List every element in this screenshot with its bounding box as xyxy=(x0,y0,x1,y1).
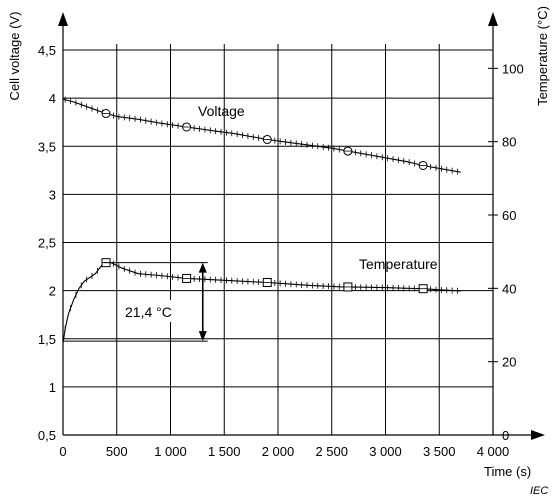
y-right-tick-label: 20 xyxy=(502,355,516,370)
temperature-rise-label: 21,4 °C xyxy=(125,304,172,320)
y-left-tick-label: 4 xyxy=(49,91,56,106)
x-axis-label: Time (s) xyxy=(484,464,531,479)
temperature-rise-arrow-head-up xyxy=(198,262,207,273)
x-tick-label: 1 500 xyxy=(208,444,241,459)
y-left-tick-label: 1 xyxy=(49,380,56,395)
series xyxy=(62,96,461,344)
iec-label: IEC xyxy=(530,485,548,497)
y-right-tick-label: 80 xyxy=(502,135,516,150)
x-tick-label: 500 xyxy=(106,444,128,459)
x-tick-label: 0 xyxy=(59,444,66,459)
y-left-tick-label: 1,5 xyxy=(38,332,56,347)
x-tick-label: 1 000 xyxy=(154,444,187,459)
y-right-tick-label: 0 xyxy=(502,428,509,443)
x-tick-label: 3 500 xyxy=(423,444,456,459)
y-left-tick-label: 3,5 xyxy=(38,139,56,154)
temperature-series-label: Temperature xyxy=(359,256,438,272)
y-left-tick-label: 2 xyxy=(49,284,56,299)
temperature-rise-arrow-head-down xyxy=(198,331,207,342)
ticks: 0 500 1 000 1 500 2 000 2 500 3 000 3 500 4 0000… xyxy=(38,43,524,459)
y-left-tick-label: 3 xyxy=(49,187,56,202)
axes xyxy=(58,12,545,440)
y-left-tick-label: 2,5 xyxy=(38,236,56,251)
y-right-tick-label: 100 xyxy=(502,61,524,76)
y-right-axis-arrow xyxy=(488,12,498,26)
annotations xyxy=(63,262,208,342)
y-right-axis-label: Temperature (°C) xyxy=(535,6,550,106)
x-axis-arrow xyxy=(531,430,545,440)
voltage-line xyxy=(62,98,461,173)
grid xyxy=(63,44,493,435)
temperature-rise-label-bg xyxy=(120,300,192,322)
y-right-tick-label: 60 xyxy=(502,208,516,223)
x-tick-label: 2 000 xyxy=(262,444,295,459)
x-tick-label: 4 000 xyxy=(477,444,510,459)
y-left-axis-arrow xyxy=(58,12,68,26)
y-right-tick-label: 40 xyxy=(502,281,516,296)
x-tick-label: 3 000 xyxy=(369,444,402,459)
x-tick-label: 2 500 xyxy=(315,444,348,459)
y-left-axis-label: Cell voltage (V) xyxy=(7,12,22,101)
y-left-tick-label: 4,5 xyxy=(38,43,56,58)
y-left-tick-label: 0,5 xyxy=(38,428,56,443)
voltage-series-label: Voltage xyxy=(198,103,245,119)
